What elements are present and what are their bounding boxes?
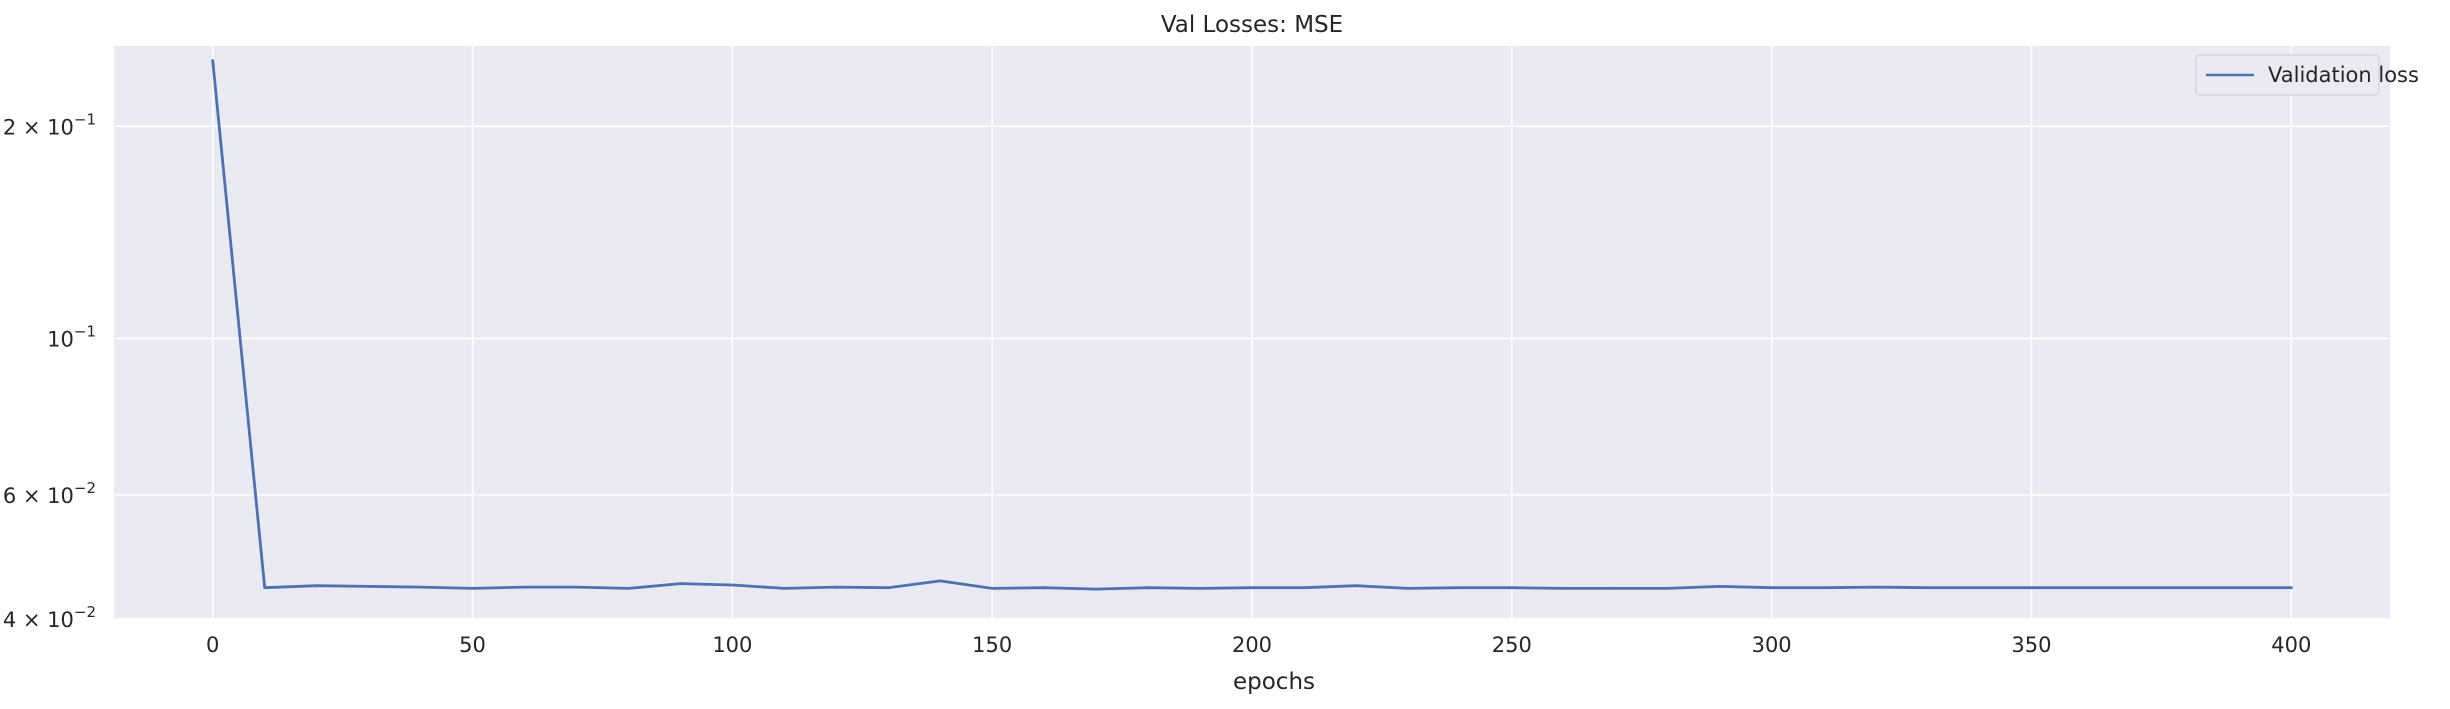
data-point [627,587,630,590]
data-point [419,585,422,589]
data-point [315,584,318,587]
x-tick-label: 100 [712,633,752,657]
data-point [523,585,526,589]
x-tick-label: 150 [972,633,1012,657]
x-tick-label: 250 [1492,633,1532,657]
data-point [2030,586,2033,589]
data-point [991,587,994,590]
legend-box [2195,54,2380,96]
data-point [1562,587,1566,590]
x-tick-label: 350 [2011,633,2051,657]
y-tick-label: 10−1 [47,323,96,352]
x-tick-label: 0 [206,633,219,657]
data-point [1978,586,1981,589]
data-point [1510,586,1514,589]
data-point [211,59,214,62]
data-point [471,587,474,590]
data-point [1042,586,1046,589]
data-point [1198,587,1202,590]
legend-label-validation-loss: Validation loss [2268,63,2419,87]
x-tick-label: 400 [2271,633,2311,657]
data-point [887,586,890,589]
data-point [1926,586,1929,589]
data-point [1718,585,1721,588]
y-tick-labels: 2 × 10−1 10−1 6 × 10−2 4 × 10−2 [3,110,96,632]
data-point [1094,587,1098,591]
data-point [1250,586,1254,589]
legend: Validation loss [2195,54,2419,96]
data-point [1874,585,1877,589]
data-point [575,585,578,589]
x-tick-label: 200 [1232,633,1272,657]
data-point [2290,586,2293,589]
data-point [835,585,838,589]
x-tick-label: 50 [459,633,486,657]
data-point [2134,586,2137,589]
data-point [783,587,786,590]
data-point [939,579,942,583]
data-point [1458,586,1462,589]
y-tick-label: 2 × 10−1 [3,110,96,139]
data-point [1146,586,1150,589]
data-point [2186,586,2189,589]
y-tick-label: 6 × 10−2 [3,479,96,508]
data-point [679,582,682,585]
data-point [2238,586,2241,589]
data-point [731,583,734,587]
data-point [1406,587,1410,590]
x-axis-label: epochs [1233,669,1315,695]
data-point [1614,587,1617,590]
data-point [1770,586,1773,589]
data-point [1822,586,1825,589]
chart-title: Val Losses: MSE [1161,12,1343,38]
data-point [1354,584,1358,587]
data-point [1302,586,1306,589]
grid-lines [114,46,2390,620]
data-point [1666,587,1669,590]
x-tick-labels: 0 50 100 150 200 250 300 350 400 [206,633,2311,657]
data-point [367,585,370,588]
y-tick-label: 4 × 10−2 [3,603,96,632]
x-tick-label: 300 [1752,633,1792,657]
data-point [263,586,266,589]
data-point [2082,586,2085,589]
series-layer [211,59,2293,591]
